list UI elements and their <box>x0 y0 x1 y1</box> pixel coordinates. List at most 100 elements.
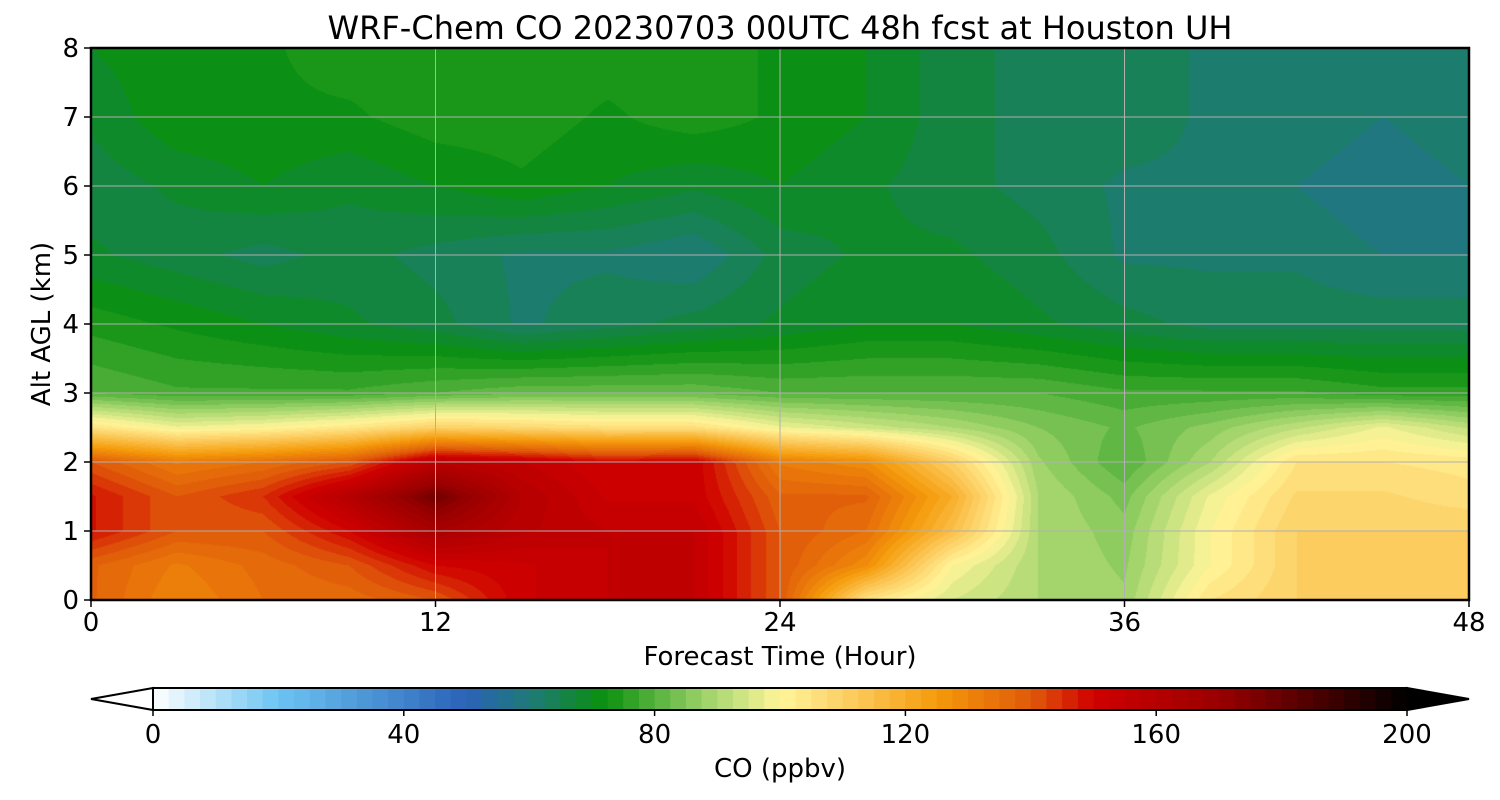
colorbar-step <box>576 688 593 710</box>
colorbar-step <box>262 688 279 710</box>
colorbar-steps <box>153 688 1408 710</box>
y-tick-label: 4 <box>62 310 79 340</box>
colorbar-step <box>654 688 671 710</box>
colorbar-step <box>1234 688 1251 710</box>
colorbar-step <box>1297 688 1314 710</box>
colorbar-step <box>168 688 185 710</box>
colorbar-step <box>325 688 342 710</box>
colorbar-step <box>403 688 421 710</box>
x-axis: 0 12 24 36 48 <box>83 600 1486 638</box>
colorbar-step <box>309 688 327 710</box>
colorbar-step <box>356 688 374 710</box>
colorbar-step <box>842 688 859 710</box>
colorbar-step <box>215 688 232 710</box>
colorbar-step <box>184 688 201 710</box>
colorbar-tick-label: 160 <box>1131 720 1181 750</box>
colorbar-step <box>670 688 687 710</box>
colorbar-step <box>1218 688 1236 710</box>
colorbar-step <box>1312 688 1330 710</box>
colorbar-step <box>482 688 499 710</box>
colorbar-step <box>247 688 264 710</box>
y-tick-label: 0 <box>62 586 79 616</box>
colorbar-step <box>294 688 311 710</box>
colorbar-step <box>341 688 358 710</box>
colorbar-ticks: 0 40 80 120 160 200 <box>145 710 1432 750</box>
colorbar-step <box>1077 688 1095 710</box>
y-tick-label: 1 <box>62 517 79 547</box>
colorbar-step <box>1344 688 1361 710</box>
grid-lines <box>91 48 1469 600</box>
chart-title: WRF-Chem CO 20230703 00UTC 48h fcst at H… <box>328 9 1233 47</box>
x-tick-label: 36 <box>1108 608 1141 638</box>
colorbar-step <box>544 688 562 710</box>
plot-area <box>89 46 1471 602</box>
y-tick-label: 7 <box>62 103 79 133</box>
colorbar-step <box>1359 688 1377 710</box>
colorbar-step <box>1375 688 1392 710</box>
colorbar-step <box>1093 688 1110 710</box>
colorbar-label: CO (ppbv) <box>714 754 846 784</box>
colorbar-step <box>1171 688 1189 710</box>
colorbar-step <box>701 688 718 710</box>
colorbar-extend-max <box>1406 686 1470 712</box>
colorbar-step <box>780 688 797 710</box>
y-tick-label: 8 <box>62 34 79 64</box>
colorbar-step <box>435 688 452 710</box>
colorbar-step <box>1265 688 1283 710</box>
colorbar-step <box>1187 688 1204 710</box>
colorbar-step <box>591 688 609 710</box>
colorbar-step <box>764 688 781 710</box>
y-tick-label: 2 <box>62 448 79 478</box>
colorbar-step <box>450 688 468 710</box>
x-tick-label: 0 <box>83 608 100 638</box>
y-tick-label: 3 <box>62 379 79 409</box>
colorbar-step <box>278 688 295 710</box>
colorbar-step <box>607 688 624 710</box>
y-tick-label: 6 <box>62 172 79 202</box>
colorbar-step <box>905 688 922 710</box>
colorbar-tick-label: 40 <box>387 720 420 750</box>
colorbar-step <box>1156 688 1173 710</box>
colorbar-step <box>795 688 812 710</box>
colorbar-step <box>968 688 985 710</box>
x-tick-label: 24 <box>763 608 796 638</box>
colorbar-step <box>638 688 656 710</box>
colorbar-step <box>623 688 640 710</box>
x-tick-label: 12 <box>419 608 452 638</box>
y-axis-label: Alt AGL (km) <box>27 242 57 406</box>
colorbar-step <box>1140 688 1157 710</box>
colorbar-step <box>560 688 577 710</box>
colorbar-step <box>1391 688 1408 710</box>
colorbar-tick-label: 80 <box>638 720 671 750</box>
colorbar-step <box>1030 688 1048 710</box>
colorbar-step <box>999 688 1016 710</box>
colorbar-step <box>874 688 891 710</box>
colorbar-step <box>1250 688 1267 710</box>
colorbar-step <box>1109 688 1126 710</box>
colorbar-step <box>748 688 765 710</box>
colorbar-tick-label: 0 <box>145 720 162 750</box>
colorbar-step <box>1203 688 1220 710</box>
colorbar-step <box>497 688 515 710</box>
colorbar-step <box>717 688 734 710</box>
colorbar-step <box>372 688 389 710</box>
colorbar-frame <box>152 687 1408 711</box>
colorbar-step <box>811 688 828 710</box>
x-axis-label: Forecast Time (Hour) <box>643 642 916 672</box>
colorbar-step <box>529 688 546 710</box>
colorbar-step <box>1124 688 1142 710</box>
colorbar-step <box>936 688 954 710</box>
colorbar-step <box>983 688 1001 710</box>
colorbar-step <box>889 688 906 710</box>
colorbar-step <box>231 688 248 710</box>
colorbar-step <box>1015 688 1032 710</box>
colorbar-step <box>685 688 703 710</box>
colorbar: 0 40 80 120 160 200 CO (ppbv) <box>90 686 1470 784</box>
x-tick-label: 48 <box>1452 608 1485 638</box>
colorbar-step <box>952 688 969 710</box>
y-tick-label: 5 <box>62 241 79 271</box>
colorbar-tick-label: 120 <box>881 720 931 750</box>
colorbar-step <box>1281 688 1298 710</box>
y-axis: 0 1 2 3 4 5 6 7 8 <box>62 34 91 616</box>
colorbar-step <box>466 688 483 710</box>
